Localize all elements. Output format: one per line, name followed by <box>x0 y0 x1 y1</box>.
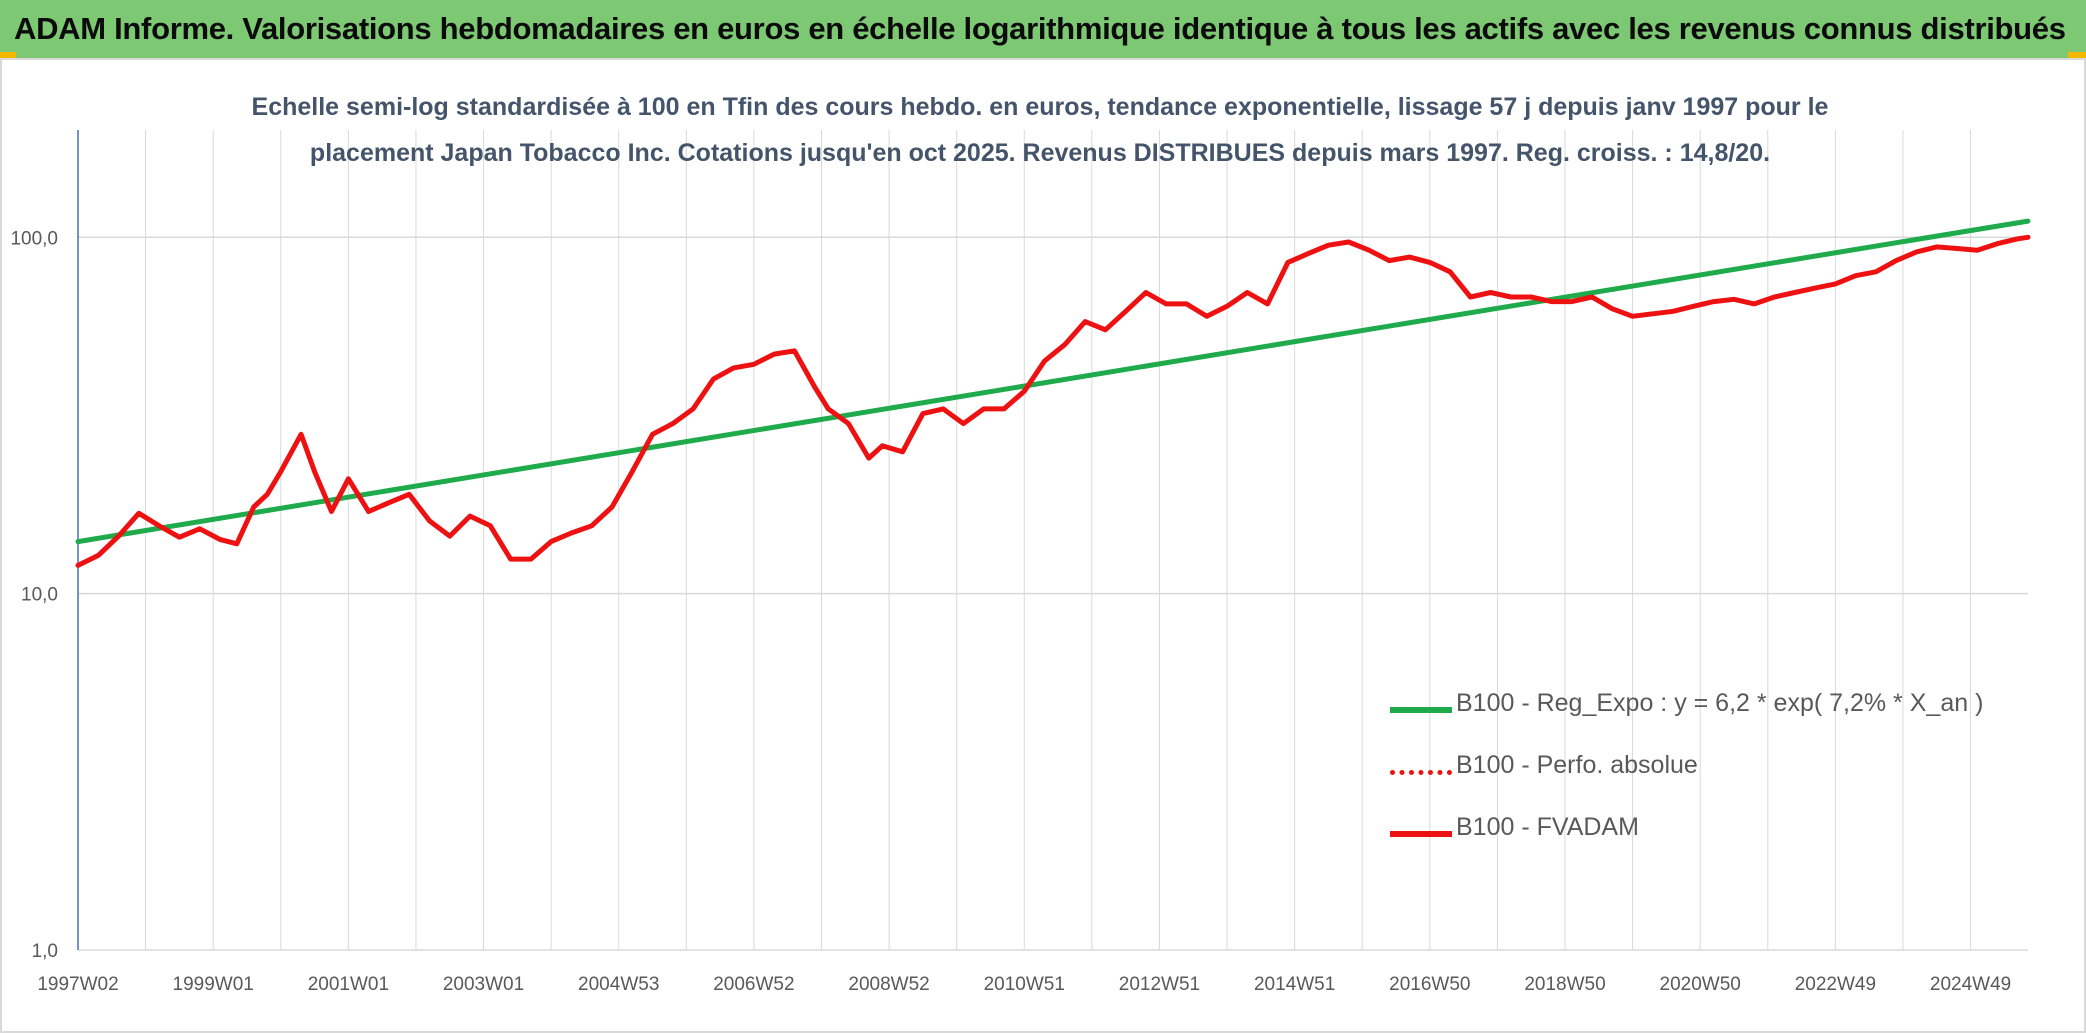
x-tick-label: 2008W52 <box>848 974 929 995</box>
x-tick-label: 2012W51 <box>1119 974 1200 995</box>
x-tick-label: 1999W01 <box>173 974 254 995</box>
report-title: ADAM Informe. Valorisations hebdomadaire… <box>14 11 2066 46</box>
x-tick-label: 2020W50 <box>1660 974 1741 995</box>
y-tick-label: 10,0 <box>21 585 58 606</box>
legend-label-regression: B100 - Reg_Expo : y = 6,2 * exp( 7,2% * … <box>1456 689 1984 717</box>
legend-swatch-fvadam <box>1390 831 1452 837</box>
y-tick-label: 100,0 <box>10 228 58 249</box>
series-line-fvadam <box>75 234 2031 568</box>
x-tick-label: 2006W52 <box>713 974 794 995</box>
x-tick-label: 2016W50 <box>1389 974 1470 995</box>
x-tick-label: 2022W49 <box>1795 974 1876 995</box>
x-tick-label: 2003W01 <box>443 974 524 995</box>
legend-label-fvadam: B100 - FVADAM <box>1456 813 1639 841</box>
chart-title: Echelle semi-log standardisée à 100 en T… <box>250 84 1830 176</box>
x-tick-label: 2001W01 <box>308 974 389 995</box>
report-banner: ADAM Informe. Valorisations hebdomadaire… <box>0 0 2086 58</box>
legend-swatch-perfo-absolue <box>1390 770 1452 775</box>
x-tick-label: 2024W49 <box>1930 974 2011 995</box>
x-tick-label: 2014W51 <box>1254 974 1335 995</box>
chart-frame <box>0 58 2086 1033</box>
x-tick-label: 2018W50 <box>1524 974 1605 995</box>
x-tick-label: 2004W53 <box>578 974 659 995</box>
x-tick-label: 2010W51 <box>984 974 1065 995</box>
legend-swatch-regression <box>1390 707 1452 713</box>
chart-title-line-2: placement Japan Tobacco Inc. Cotations j… <box>309 139 1771 167</box>
chart-title-line-1: Echelle semi-log standardisée à 100 en T… <box>251 93 1829 121</box>
legend-label-perfo-absolue: B100 - Perfo. absolue <box>1456 751 1698 779</box>
series-line-regression <box>75 218 2031 545</box>
x-tick-label: 1997W02 <box>37 974 118 995</box>
y-tick-label: 1,0 <box>32 941 58 962</box>
